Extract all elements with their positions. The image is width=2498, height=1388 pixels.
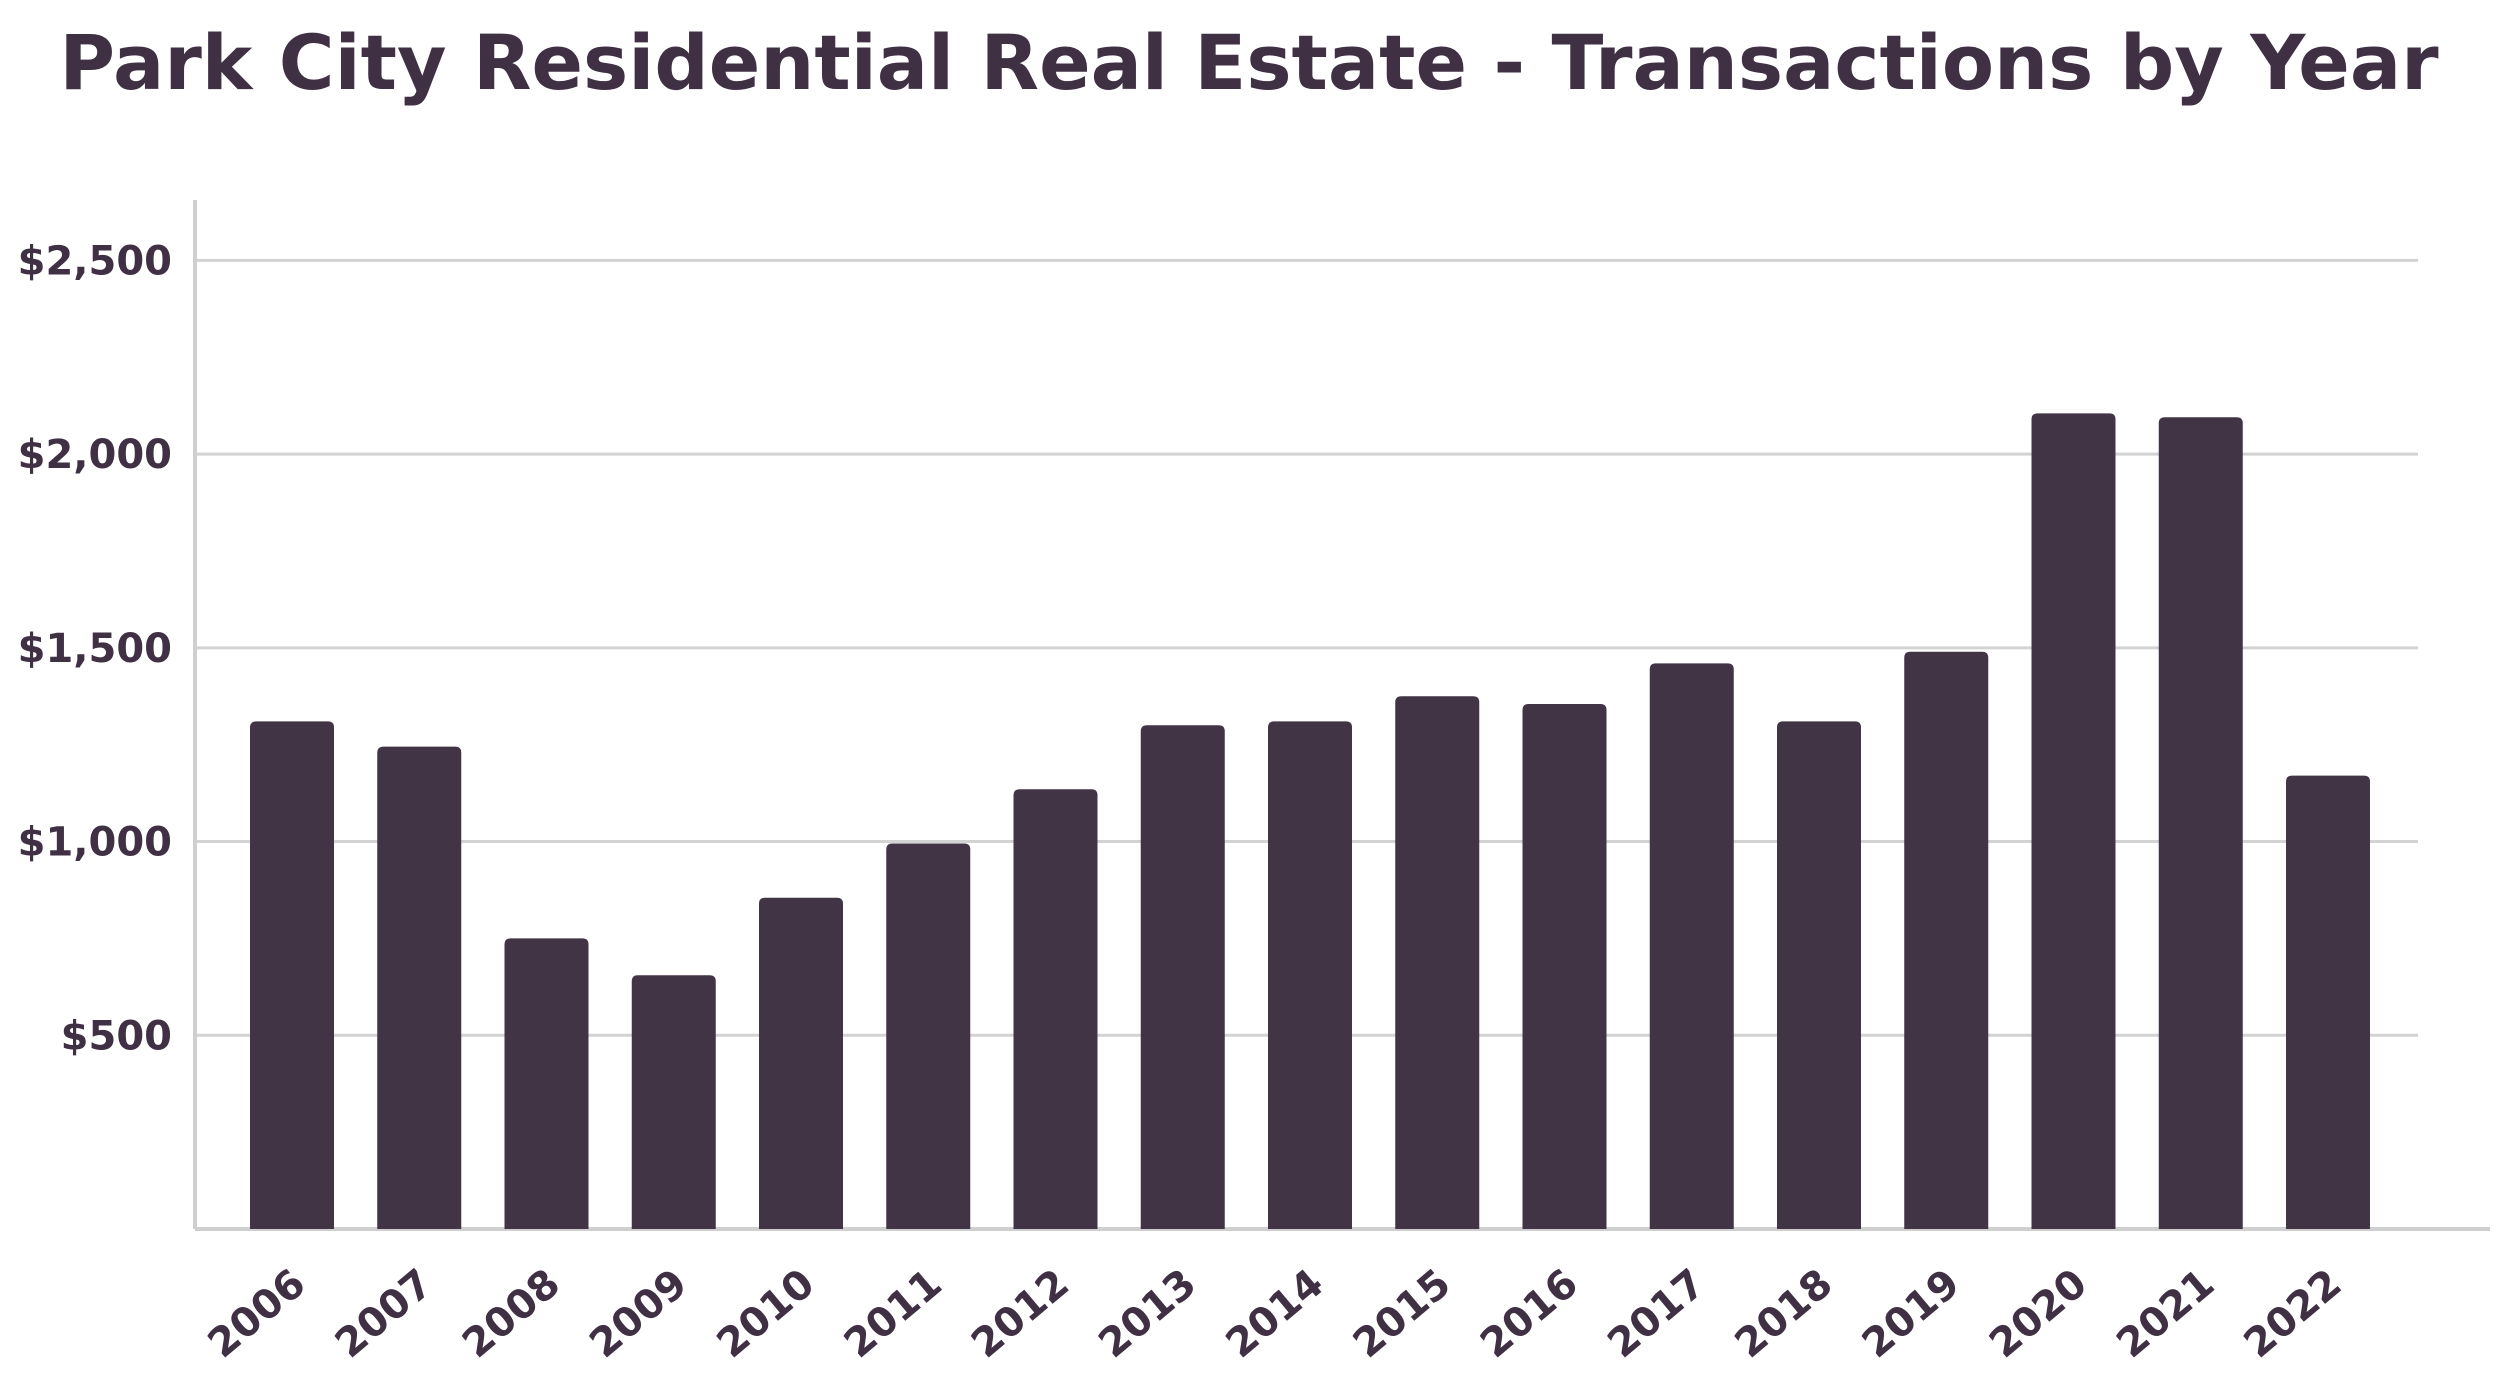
bar-2010 xyxy=(759,897,843,1229)
y-tick-labels: $500 $1,000 $1,500 $2,000 $2,500 xyxy=(18,238,172,1059)
bar-2017 xyxy=(1649,663,1734,1229)
y-tick-label: $1,000 xyxy=(18,820,172,866)
x-tick-label: 2016 xyxy=(1472,1260,1587,1367)
bar-2013 xyxy=(1140,725,1225,1229)
bar-2014 xyxy=(1268,721,1352,1229)
x-tick-label: 2015 xyxy=(1345,1260,1460,1367)
bar-2019 xyxy=(1904,651,1989,1229)
x-tick-label: 2021 xyxy=(2108,1260,2223,1367)
bar-2018 xyxy=(1777,721,1861,1229)
x-tick-label: 2007 xyxy=(327,1260,442,1367)
bar-2009 xyxy=(631,975,716,1229)
x-tick-label: 2009 xyxy=(581,1260,696,1367)
x-tick-label: 2020 xyxy=(1981,1260,2096,1367)
y-tick-label: $2,500 xyxy=(18,238,172,284)
x-tick-label: 2022 xyxy=(2236,1260,2351,1367)
bar-2006 xyxy=(250,721,334,1229)
x-tick-label: 2010 xyxy=(709,1260,824,1367)
x-tick-label: 2014 xyxy=(1218,1260,1333,1367)
x-tick-label: 2008 xyxy=(454,1260,569,1367)
x-tick-label: 2017 xyxy=(1599,1260,1714,1367)
bar-2020 xyxy=(2031,413,2116,1229)
x-tick-label: 2006 xyxy=(200,1260,315,1367)
bar-2012 xyxy=(1013,789,1098,1229)
bar-2015 xyxy=(1395,696,1480,1229)
bars xyxy=(250,413,2370,1229)
bar-2016 xyxy=(1522,704,1607,1229)
bar-2011 xyxy=(886,843,971,1229)
chart-title: Park City Residential Real Estate - Tran… xyxy=(59,18,2439,107)
y-tick-label: $2,000 xyxy=(18,432,172,478)
x-tick-label: 2019 xyxy=(1854,1260,1969,1367)
x-tick-label: 2011 xyxy=(836,1260,951,1367)
bar-2008 xyxy=(504,938,589,1229)
x-tick-label: 2012 xyxy=(963,1260,1078,1367)
x-tick-labels: 2006 2007 2008 2009 2010 2011 2012 2013 2014 2015… xyxy=(200,1260,2351,1367)
bar-2021 xyxy=(2158,417,2243,1229)
y-tick-label: $500 xyxy=(61,1013,172,1059)
x-tick-label: 2018 xyxy=(1727,1260,1842,1367)
bar-2007 xyxy=(377,746,462,1229)
bar-2022 xyxy=(2286,775,2370,1229)
y-tick-label: $1,500 xyxy=(18,626,172,672)
x-tick-label: 2013 xyxy=(1090,1260,1205,1367)
